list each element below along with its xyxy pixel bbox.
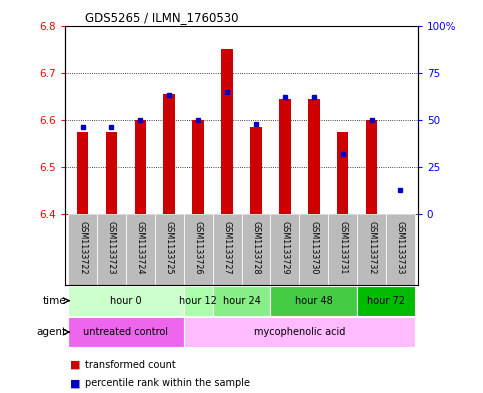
Bar: [155, 214, 184, 285]
Bar: [213, 286, 270, 316]
Bar: [192, 120, 204, 214]
Bar: [221, 49, 233, 214]
Text: GSM1133733: GSM1133733: [396, 221, 405, 275]
Bar: [270, 214, 299, 285]
Bar: [126, 214, 155, 285]
Text: GSM1133722: GSM1133722: [78, 221, 87, 275]
Text: GSM1133730: GSM1133730: [309, 221, 318, 275]
Bar: [106, 132, 117, 214]
Bar: [68, 214, 97, 285]
Text: GSM1133726: GSM1133726: [194, 221, 203, 275]
Bar: [308, 99, 320, 214]
Text: time: time: [43, 296, 67, 306]
Bar: [97, 214, 126, 285]
Text: hour 0: hour 0: [110, 296, 142, 306]
Bar: [299, 214, 328, 285]
Bar: [242, 214, 270, 285]
Bar: [68, 317, 184, 347]
Bar: [213, 214, 242, 285]
Bar: [184, 286, 213, 316]
Bar: [77, 132, 88, 214]
Text: GSM1133732: GSM1133732: [367, 221, 376, 275]
Text: GSM1133724: GSM1133724: [136, 221, 145, 275]
Text: hour 48: hour 48: [295, 296, 333, 306]
Text: GSM1133727: GSM1133727: [223, 221, 231, 275]
Text: GSM1133725: GSM1133725: [165, 221, 174, 275]
Text: transformed count: transformed count: [85, 360, 175, 370]
Bar: [184, 214, 213, 285]
Bar: [184, 317, 415, 347]
Bar: [386, 214, 415, 285]
Text: GSM1133723: GSM1133723: [107, 221, 116, 275]
Bar: [357, 286, 415, 316]
Text: GSM1133729: GSM1133729: [280, 221, 289, 275]
Text: GSM1133731: GSM1133731: [338, 221, 347, 275]
Text: GSM1133728: GSM1133728: [252, 221, 260, 275]
Bar: [328, 214, 357, 285]
Text: ■: ■: [70, 378, 81, 388]
Bar: [135, 120, 146, 214]
Text: hour 24: hour 24: [223, 296, 260, 306]
Text: ■: ■: [70, 360, 81, 370]
Bar: [357, 214, 386, 285]
Bar: [337, 132, 348, 214]
Text: GDS5265 / ILMN_1760530: GDS5265 / ILMN_1760530: [85, 11, 238, 24]
Text: percentile rank within the sample: percentile rank within the sample: [85, 378, 250, 388]
Text: hour 12: hour 12: [179, 296, 217, 306]
Bar: [270, 286, 357, 316]
Bar: [366, 120, 377, 214]
Text: hour 72: hour 72: [367, 296, 405, 306]
Bar: [68, 286, 184, 316]
Text: mycophenolic acid: mycophenolic acid: [254, 327, 345, 337]
Bar: [250, 127, 262, 214]
Text: untreated control: untreated control: [84, 327, 169, 337]
Bar: [163, 94, 175, 214]
Text: agent: agent: [37, 327, 67, 337]
Bar: [279, 99, 291, 214]
